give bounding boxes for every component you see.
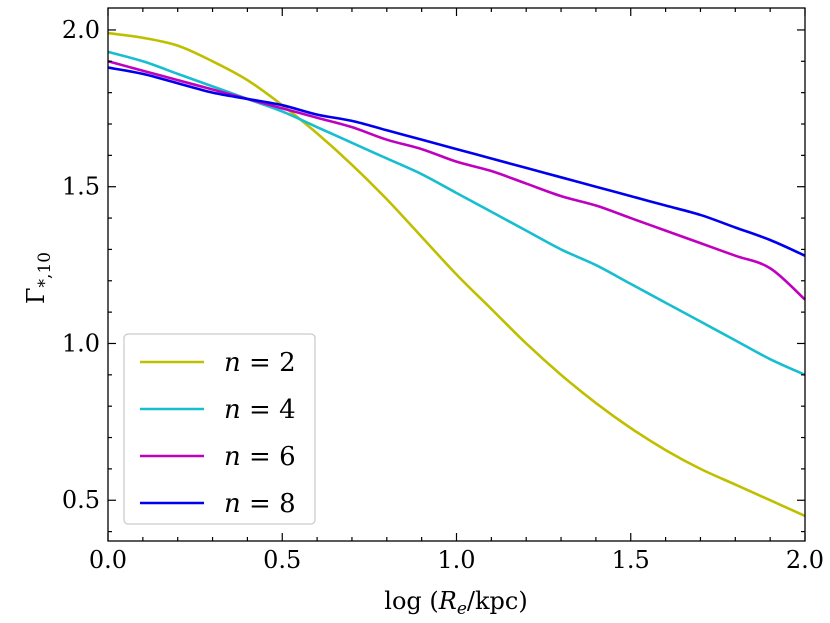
legend-label: n = 2 <box>224 348 296 378</box>
y-tick-label: 0.5 <box>62 486 100 514</box>
legend: n = 2 n = 4 n = 6 n = 8 <box>123 333 316 525</box>
y-axis-label: Γ*,10 <box>22 252 55 304</box>
x-tick-label: 0.0 <box>89 546 127 574</box>
legend-label: n = 4 <box>224 395 296 425</box>
y-tick-label: 2.0 <box>62 16 100 44</box>
series-line-4 <box>107 66 806 257</box>
tick-layer: 0.0 0.5 1.0 1.5 2.0 0.5 1.0 1.5 2.0 <box>62 8 824 574</box>
legend-items: n = 2 n = 4 n = 6 n = 8 <box>140 348 296 519</box>
x-tick-label: 2.0 <box>786 546 824 574</box>
x-tick-label: 0.5 <box>263 546 301 574</box>
y-tick-label: 1.5 <box>62 173 100 201</box>
x-axis-label: log (Re/kpc) <box>384 587 527 619</box>
y-tick-label: 1.0 <box>62 329 100 357</box>
legend-label: n = 6 <box>224 442 296 472</box>
series-line-3 <box>107 60 806 301</box>
x-tick-label: 1.0 <box>437 546 475 574</box>
x-tick-label: 1.5 <box>612 546 650 574</box>
legend-label: n = 8 <box>224 489 296 519</box>
series-line-1 <box>107 31 806 518</box>
legend-box <box>123 333 316 525</box>
series-line-2 <box>107 50 806 377</box>
series-layer <box>107 31 806 518</box>
